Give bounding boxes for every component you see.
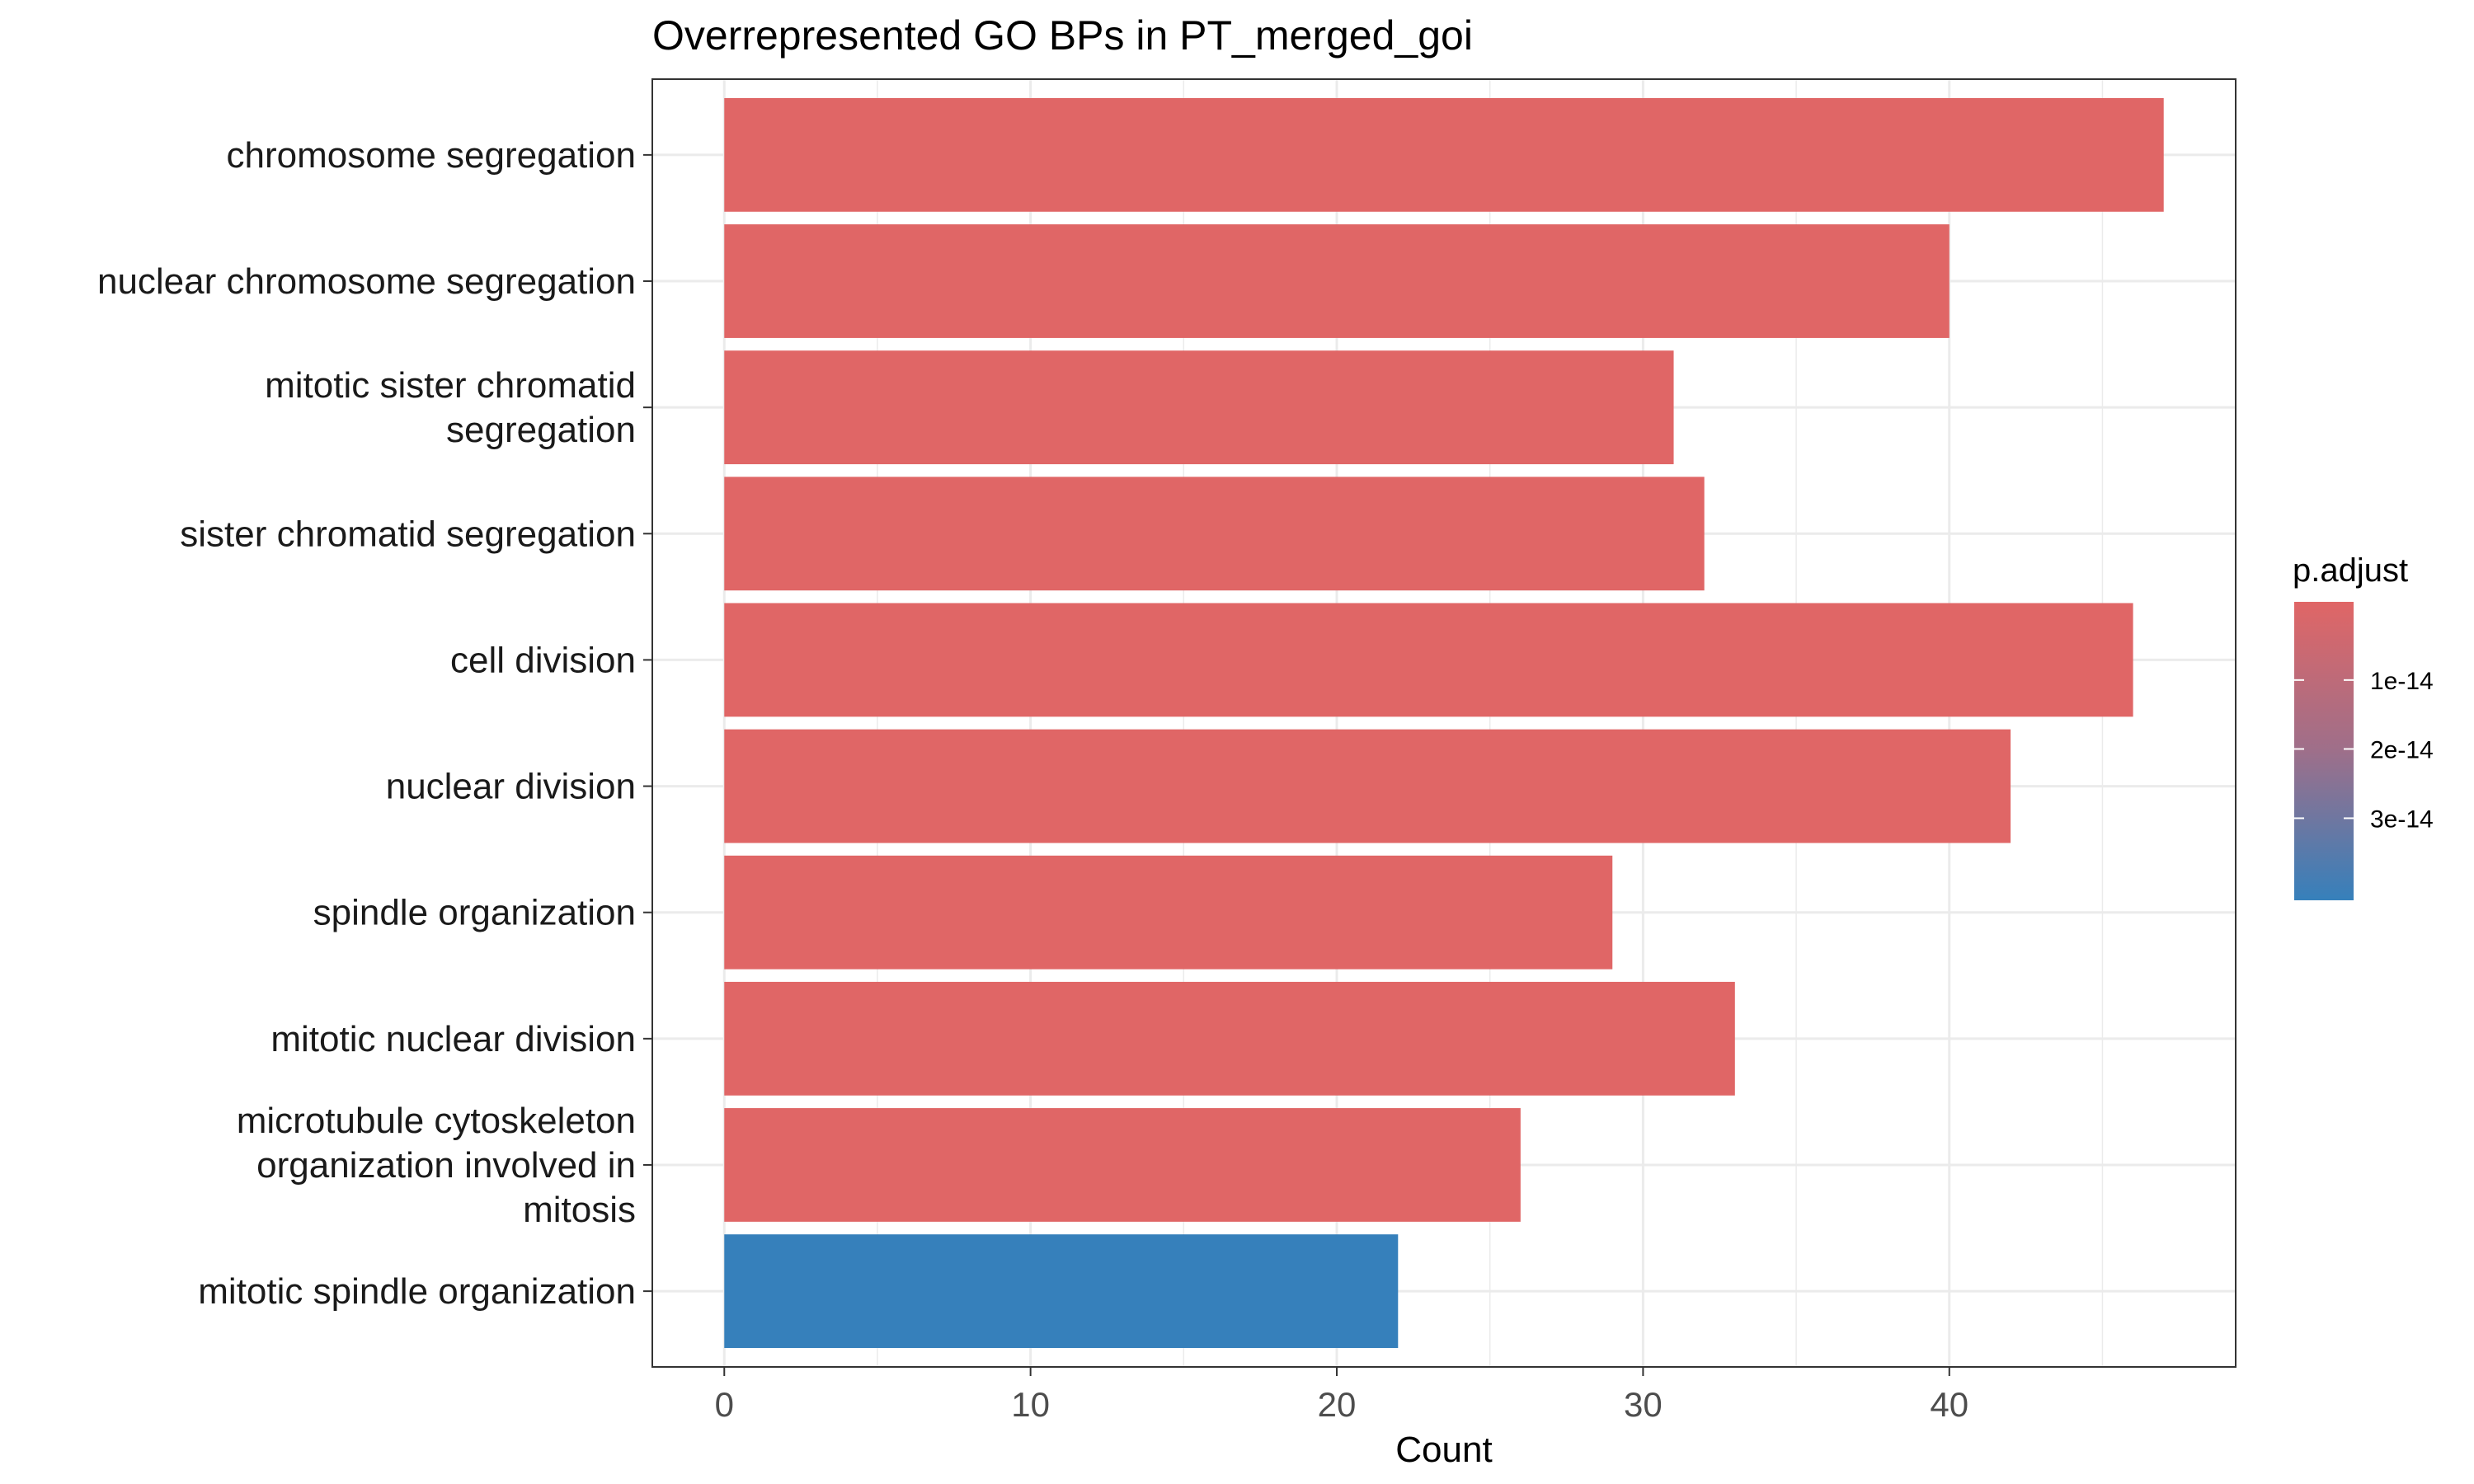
legend-title: p.adjust xyxy=(2293,552,2408,589)
y-axis-label-line: mitotic sister chromatid xyxy=(265,365,636,406)
y-axis-label-line: mitotic spindle organization xyxy=(198,1271,636,1312)
y-axis-label-line: segregation xyxy=(446,410,636,450)
x-axis-tick-label: 0 xyxy=(715,1385,734,1424)
bar xyxy=(724,1108,1521,1222)
y-axis-label-line: mitosis xyxy=(523,1190,636,1230)
x-axis-tick-label: 40 xyxy=(1930,1385,1968,1424)
bar xyxy=(724,97,2164,212)
legend-label: 1e-14 xyxy=(2370,668,2434,695)
legend-colorbar xyxy=(2294,602,2354,900)
y-axis-label-line: nuclear division xyxy=(386,767,636,807)
bar xyxy=(724,981,1735,1096)
y-axis-label: mitotic spindle organization xyxy=(198,1271,636,1312)
chart-title: Overrepresented GO BPs in PT_merged_goi xyxy=(652,12,1473,59)
x-axis-tick-label: 10 xyxy=(1011,1385,1050,1424)
y-axis-label-line: sister chromatid segregation xyxy=(180,514,636,554)
y-axis-label: nuclear division xyxy=(386,767,636,807)
x-axis-tick-label: 30 xyxy=(1624,1385,1663,1424)
y-axis-label: sister chromatid segregation xyxy=(180,514,636,554)
y-axis-label: mitotic nuclear division xyxy=(270,1019,636,1059)
y-axis-label: mitotic sister chromatid segregation xyxy=(265,365,636,450)
bars xyxy=(724,97,2164,1349)
x-axis-tick-label: 20 xyxy=(1318,1385,1357,1424)
legend-label: 2e-14 xyxy=(2370,736,2434,763)
bar xyxy=(724,603,2133,717)
y-axis-label: microtubule cytoskeleton organization inv… xyxy=(237,1101,636,1230)
y-axis-label: chromosome segregation xyxy=(227,135,636,176)
bar xyxy=(724,477,1705,591)
panel-border xyxy=(651,78,2236,1368)
y-axis-label: cell division xyxy=(450,640,636,680)
y-axis-label-line: spindle organization xyxy=(313,893,636,933)
y-axis-label-line: microtubule cytoskeleton xyxy=(237,1101,636,1141)
bar xyxy=(724,729,2011,843)
x-axis-title: Count xyxy=(1395,1430,1492,1470)
legend-label: 3e-14 xyxy=(2370,805,2434,833)
bar xyxy=(724,350,1674,465)
x-axis: 0 10 20 30 40 xyxy=(715,1367,1968,1424)
legend: p.adjust 1e-14 2e-14 3e-14 xyxy=(2293,552,2434,900)
y-axis-label-line: cell division xyxy=(450,640,636,680)
y-axis-label: spindle organization xyxy=(313,893,636,933)
y-axis-label-line: nuclear chromosome segregation xyxy=(97,261,636,302)
bar xyxy=(724,855,1613,970)
bar xyxy=(724,224,1950,338)
bar xyxy=(724,1234,1399,1349)
y-axis: chromosome segregation nuclear chromosome… xyxy=(97,135,652,1312)
y-axis-label-line: mitotic nuclear division xyxy=(270,1019,636,1059)
y-axis-label-line: organization involved in xyxy=(256,1145,636,1186)
y-axis-label: nuclear chromosome segregation xyxy=(97,261,636,302)
y-axis-label-line: chromosome segregation xyxy=(227,135,636,176)
